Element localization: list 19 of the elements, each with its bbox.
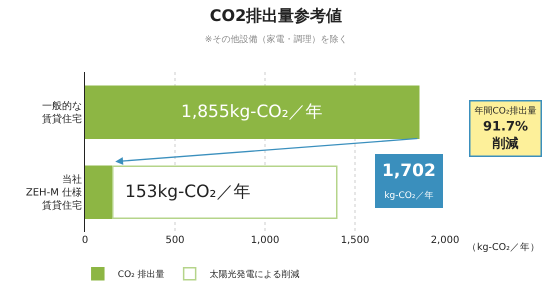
legend-label: CO₂ 排出量 [118, 269, 165, 280]
chart-subtitle: ※その他設備（家電・調理）を除く [204, 34, 348, 45]
x-tick-label: 2,000 [430, 235, 460, 246]
text: 年間CO₂排出量 91.7% 削減 [474, 106, 536, 152]
data-label: 1,855kg-CO₂／年 [181, 102, 323, 122]
bar [112, 165, 338, 219]
x-axis-title: （kg-CO₂／年） [467, 241, 540, 253]
bar [85, 85, 420, 139]
annotation: 1,702 kg-CO₂／年 [382, 161, 436, 202]
data-label: 153kg-CO₂／年 [125, 182, 250, 202]
legend-label: 太陽光発電による削減 [210, 269, 300, 280]
x-tick-label: 500 [165, 235, 185, 246]
x-tick-label: 1,000 [250, 235, 280, 246]
x-tick-label: 1,500 [340, 235, 370, 246]
bar [85, 165, 114, 219]
chart-title: CO2排出量参考値 [210, 6, 342, 25]
y-tick-label: 当社ZEH-M 仕様賃貸住宅 [26, 174, 82, 212]
x-tick-label: 0 [82, 235, 88, 246]
y-tick-label: 一般的な賃貸住宅 [42, 101, 82, 125]
